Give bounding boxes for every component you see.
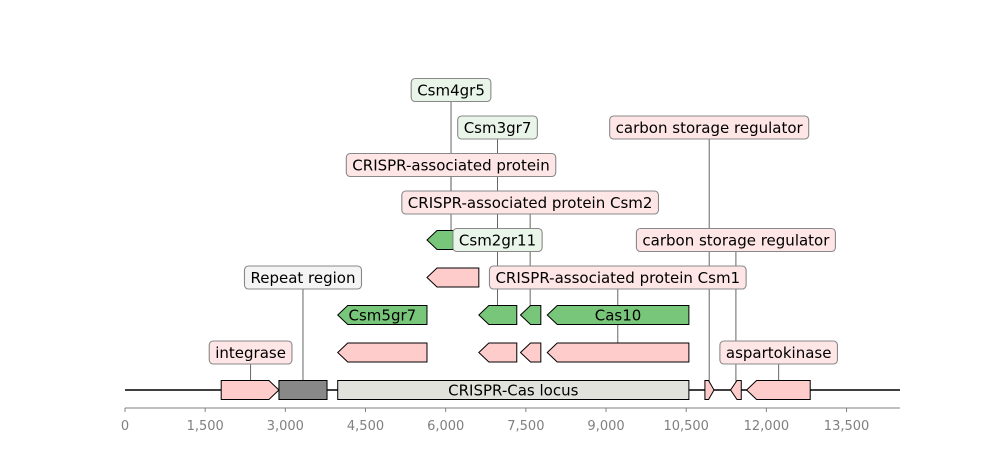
crispr-associated-pink-feature (426, 267, 480, 288)
axis-tick-label: 7,500 (507, 419, 544, 434)
callout-csm3gr7-box (457, 115, 538, 140)
axis-tick-label: 1,500 (187, 419, 224, 434)
callout-repeat-region-text: Repeat region (250, 269, 355, 287)
cas10-green-feature-label: Cas10 (595, 307, 642, 325)
callout-csm2-box (401, 190, 660, 215)
axis-tick-label: 6,000 (427, 419, 464, 434)
callout-crispr-associated-protein-box (345, 152, 557, 178)
callout-aspartokinase-text: aspartokinase (726, 344, 832, 362)
carbon-storage-regulator-2-feature (729, 380, 742, 400)
repeat-region-feature (278, 380, 328, 400)
callout-repeat-region-box (243, 265, 363, 290)
crispr-cas-locus-feature (337, 380, 690, 400)
callout-csr-1-text: carbon storage regulator (616, 119, 804, 137)
csm5gr7-green-feature (336, 305, 428, 325)
callout-labels: integrase aspartokinase Repeat region CRISP… (208, 77, 838, 365)
callout-csm4gr5-text: Csm4gr5 (417, 82, 485, 100)
axis-tick-label: 0 (121, 419, 129, 434)
callout-integrase-box (208, 340, 293, 365)
feature-arrows: CRISPR-Cas locus Csm5gr7 Cas10 (220, 230, 811, 400)
axis-tick-label: 10,500 (663, 419, 709, 434)
crispr-cas-locus-feature-label: CRISPR-Cas locus (448, 382, 578, 400)
callout-csm2gr11-text: Csm2gr11 (459, 232, 536, 250)
cas10-pink-feature (546, 342, 690, 363)
csm5gr7-green-feature-label: Csm5gr7 (349, 307, 417, 325)
axis-tick-label: 9,000 (587, 419, 624, 434)
position-axis: 0 1,500 3,000 4,500 6,000 7,500 9,000 10,500 12,… (121, 407, 900, 434)
carbon-storage-regulator-1-feature (704, 380, 715, 400)
axis-tick-label: 3,000 (267, 419, 304, 434)
callout-csm2gr11-box (452, 227, 543, 253)
axis-tick-label: 13,500 (824, 419, 870, 434)
cas10-green-feature (546, 305, 690, 325)
axis-tick-label: 12,000 (744, 419, 790, 434)
axis-tick-label: 4,500 (347, 419, 384, 434)
callout-csm1-text: CRISPR-associated protein Csm1 (495, 269, 740, 287)
csm1-small-pink-feature (519, 342, 542, 363)
aspartokinase-feature (745, 380, 811, 400)
callout-csm4gr5-box (410, 77, 492, 103)
csm2-green-feature (478, 305, 518, 325)
csm2-pink-feature (478, 342, 518, 363)
csm5gr7-pink-feature (336, 342, 428, 363)
callout-csr-1-box (609, 115, 810, 140)
callout-crispr-associated-protein-text: CRISPR-associated protein (352, 157, 549, 175)
callout-csr-2-text: carbon storage regulator (642, 232, 830, 250)
callout-csm2-text: CRISPR-associated protein Csm2 (408, 194, 653, 212)
callout-aspartokinase-box (719, 340, 838, 365)
csm1-small-green-feature (519, 305, 542, 325)
callout-csm3gr7-text: Csm3gr7 (464, 119, 532, 137)
callout-csr-2-box (635, 227, 836, 253)
integrase-feature (220, 380, 280, 400)
callout-integrase-text: integrase (215, 344, 286, 362)
callout-csm1-box (488, 265, 747, 290)
